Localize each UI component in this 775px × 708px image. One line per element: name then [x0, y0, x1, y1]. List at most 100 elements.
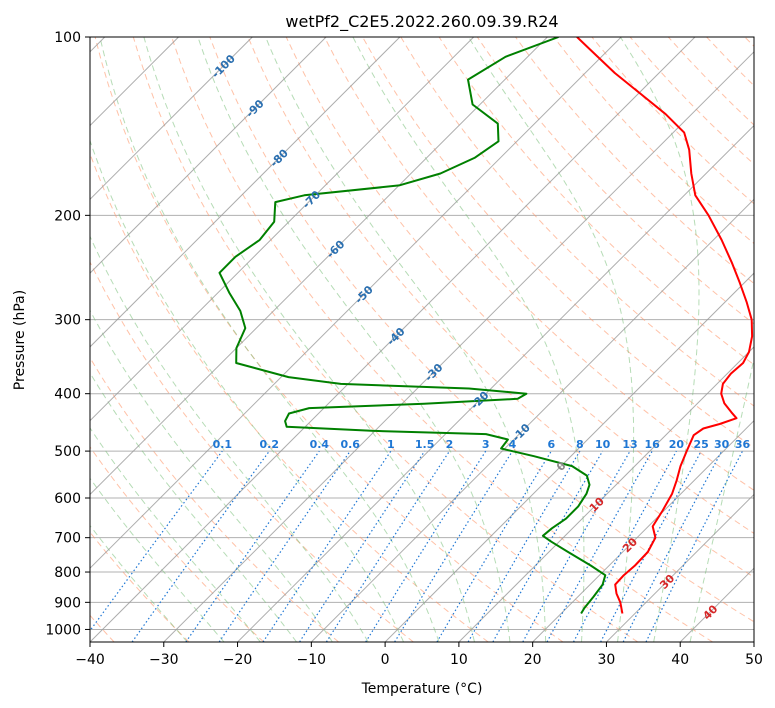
- x-tick-label: −10: [297, 652, 327, 668]
- mixing-ratio-line: [90, 450, 223, 632]
- mixing-ratio-label: 20: [669, 438, 685, 451]
- mixing-ratio-line: [131, 450, 270, 642]
- mixing-ratio-label: 0.1: [213, 438, 233, 451]
- dry-adiabat-line: [171, 37, 713, 642]
- moist-adiabat-line: [90, 477, 225, 642]
- mixing-ratio-label: 25: [694, 438, 709, 451]
- x-tick-label: −30: [149, 652, 179, 668]
- isotherm-line: [90, 37, 696, 642]
- y-tick-label: 700: [54, 531, 81, 547]
- mixing-ratio-label: 10: [595, 438, 611, 451]
- mixing-ratio-label: 30: [714, 438, 730, 451]
- y-tick-label: 1000: [45, 622, 81, 638]
- x-tick-label: 40: [671, 652, 689, 668]
- plot-frame: [89, 36, 755, 643]
- isotherm-line: [90, 37, 401, 348]
- moist-adiabat-line: [352, 37, 585, 642]
- background-lines: [90, 37, 754, 642]
- mixing-ratio-line: [522, 450, 631, 642]
- moist-adiabat-line: [90, 524, 188, 642]
- y-axis-label: Pressure (hPa): [12, 290, 28, 390]
- x-tick-label: 0: [381, 652, 390, 668]
- dry-adiabat-line: [90, 446, 265, 642]
- isotherm-line: [90, 37, 548, 496]
- y-tick-label: 400: [54, 387, 81, 403]
- y-tick-label: 500: [54, 444, 81, 460]
- mixing-ratio-label: 0.4: [310, 438, 330, 451]
- moist-adiabat-line: [90, 309, 333, 642]
- mixing-ratio-label: 1.5: [415, 438, 435, 451]
- temperature-profile: [576, 37, 754, 614]
- moist-adiabat-line: [197, 37, 511, 642]
- mixing-ratio-label: 16: [645, 438, 661, 451]
- x-tick-label: −40: [75, 652, 105, 668]
- mixing-ratio-label: 0.2: [260, 438, 280, 451]
- isotherm-line: [310, 198, 754, 642]
- mixing-ratio-label: 3: [482, 438, 490, 451]
- isotherm-line: [90, 37, 327, 274]
- x-tick-label: 10: [450, 652, 468, 668]
- mixing-ratio-line: [262, 450, 392, 642]
- moist-adiabat-line: [265, 37, 547, 642]
- mixing-ratio-label: 1: [387, 438, 395, 451]
- moist-adiabat-line: [619, 37, 700, 642]
- profiles: [218, 37, 754, 615]
- isotherm-line: [606, 493, 754, 642]
- mixing-ratio-label: 4: [509, 438, 517, 451]
- x-tick-label: 50: [745, 652, 763, 668]
- isotherm-line: [163, 51, 754, 642]
- mixing-ratio-line: [218, 450, 351, 642]
- dry-adiabat-line: [90, 356, 339, 642]
- dewpoint-profile: [218, 37, 607, 615]
- dry-adiabat-line: [476, 37, 754, 325]
- mixing-ratio-line: [394, 450, 513, 642]
- mixing-ratio-line: [185, 450, 320, 642]
- isotherm-line: [90, 37, 253, 201]
- y-tick-label: 300: [54, 313, 81, 329]
- x-tick-label: 20: [524, 652, 542, 668]
- mixing-ratio-label: 13: [622, 438, 637, 451]
- y-tick-label: 600: [54, 491, 81, 507]
- mixing-ratio-line: [325, 450, 450, 642]
- dry-adiabat-line: [438, 37, 754, 366]
- y-tick-label: 100: [54, 30, 81, 46]
- mixing-ratio-line: [572, 450, 677, 642]
- mixing-ratio-label: 2: [446, 438, 454, 451]
- dry-adiabat-line: [285, 37, 754, 535]
- isotherm-line: [384, 272, 754, 642]
- isotherm-line: [90, 37, 475, 422]
- mixing-ratio-label: 8: [576, 438, 584, 451]
- isotherm-line: [90, 37, 622, 569]
- isotherm-line: [458, 346, 754, 642]
- dry-adiabat-line: [132, 37, 639, 642]
- mixing-ratio-label: 6: [547, 438, 555, 451]
- x-axis-label: Temperature (°C): [361, 681, 483, 697]
- mixing-ratio-line: [645, 450, 744, 642]
- isotherm-line: [532, 419, 754, 642]
- mixing-ratio-label: 36: [735, 438, 751, 451]
- chart-title: wetPf2_C2E5.2022.260.09.39.R24: [285, 12, 558, 32]
- mixing-ratio-line: [299, 450, 426, 642]
- moist-adiabat-line: [689, 356, 754, 642]
- isotherm-line: [753, 641, 754, 642]
- x-tick-label: −20: [223, 652, 253, 668]
- axis-ticks: −40 −30 −20 −10 0 10 20 30 40 5010020030040050060…: [45, 30, 763, 668]
- moist-adiabat-line: [90, 235, 369, 642]
- dry-adiabat-line: [247, 37, 754, 578]
- isotherm-line: [237, 124, 754, 642]
- y-tick-label: 200: [54, 208, 81, 224]
- dry-adiabat-line: [515, 37, 754, 285]
- dry-adiabat-line: [90, 260, 414, 642]
- mixing-ratio-label: 0.6: [340, 438, 360, 451]
- moist-adiabat-line: [99, 37, 440, 642]
- moist-adiabat-line: [90, 371, 297, 642]
- x-tick-label: 30: [598, 652, 616, 668]
- plot-area: [90, 37, 754, 642]
- dry-adiabat-line: [94, 37, 564, 642]
- moist-adiabat-line: [90, 427, 261, 642]
- moist-adiabat-line: [90, 139, 405, 642]
- dry-adiabat-line: [323, 37, 754, 491]
- y-tick-label: 800: [54, 565, 81, 581]
- moist-adiabat-line: [143, 37, 475, 642]
